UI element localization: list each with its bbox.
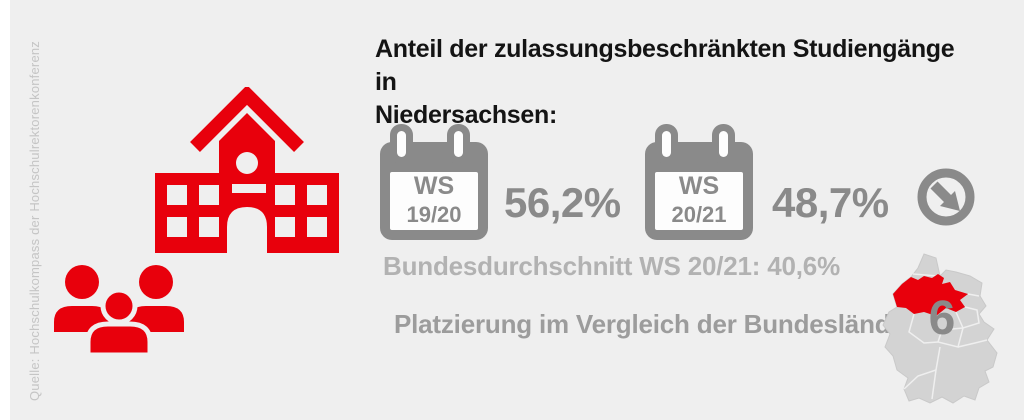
calendar-semester: WS <box>413 172 455 200</box>
page-title-line2: Niedersachsen: <box>375 101 557 129</box>
calendar-years: 19/20 <box>406 202 462 227</box>
calendar-label: WS 19/20 <box>390 172 478 230</box>
stat-value-ws-19-20: 56,2% <box>504 179 621 226</box>
ranking-value: 6 <box>928 292 956 345</box>
calendar-icon <box>380 124 488 240</box>
stat-value-ws-20-21: 48,7% <box>772 179 889 226</box>
national-average-note: Bundesdurchschnitt WS 20/21: 40,6% <box>383 251 840 281</box>
calendar-icon-ws-20-21: WS 20/21 <box>643 122 755 242</box>
page-title: Anteil der zulassungsbeschränkten Studie… <box>375 33 975 132</box>
state-borders <box>903 273 988 400</box>
niedersachsen-region <box>893 274 968 316</box>
page-title-line1: Anteil der zulassungsbeschränkten Studie… <box>375 35 955 96</box>
calendar-label: WS 20/21 <box>655 172 743 230</box>
calendar-semester: WS <box>678 172 720 200</box>
arrow-down-right-circle-icon <box>917 168 975 226</box>
ranking-label: Platzierung im Vergleich der Bundeslände… <box>394 309 924 339</box>
source-note-vertical: Quelle: Hochschulkompass der Hochschulre… <box>27 40 42 401</box>
university-building-icon <box>155 87 339 253</box>
page-left-margin <box>0 0 10 420</box>
calendar-icon-ws-19-20: WS 19/20 <box>378 122 490 242</box>
calendar-icon <box>645 124 753 240</box>
calendar-years: 20/21 <box>671 202 727 227</box>
students-group-icon <box>54 265 184 356</box>
germany-map <box>882 253 998 404</box>
